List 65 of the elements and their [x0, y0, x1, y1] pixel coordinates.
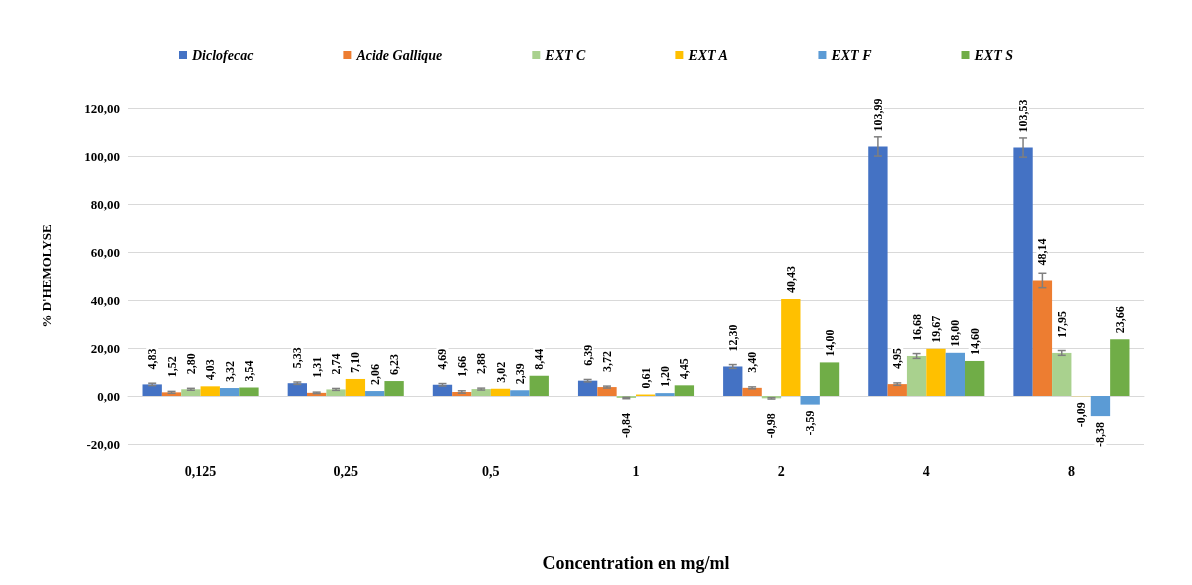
y-tick-label: 20,00: [90, 340, 120, 356]
data-label: 3,72: [599, 351, 614, 373]
data-label: 7,10: [348, 351, 363, 373]
x-tick-label: 4: [922, 463, 930, 479]
data-label: 16,68: [909, 313, 924, 341]
x-tick-label: 0,5: [482, 463, 500, 479]
data-label: -3,59: [803, 410, 818, 436]
data-label: 40,43: [783, 265, 798, 293]
data-label: 18,00: [948, 319, 963, 347]
data-label: 0,61: [638, 367, 653, 389]
data-label: 4,69: [435, 348, 450, 370]
y-tick-label: 100,00: [84, 148, 120, 164]
data-label: 2,80: [183, 353, 198, 375]
data-label: 5,33: [290, 347, 305, 369]
y-tick-label: -20,00: [86, 436, 120, 452]
x-tick-label: 0,125: [184, 463, 217, 479]
data-label: 8,44: [532, 348, 547, 370]
x-tick-label: 1: [632, 463, 640, 479]
y-tick-label: 40,00: [90, 292, 120, 308]
data-label: 12,30: [725, 324, 740, 352]
data-label: 17,95: [1054, 310, 1069, 338]
data-label: 3,02: [493, 361, 508, 383]
data-label: 1,20: [658, 366, 673, 388]
data-label: 48,14: [1035, 238, 1050, 266]
y-tick-label: 0,00: [97, 388, 120, 404]
y-axis-title: % D'HEMOLYSE: [39, 224, 54, 328]
data-label: 1,52: [164, 356, 179, 378]
legend-label: EXT S: [973, 47, 1014, 63]
y-tick-label: 120,00: [84, 100, 120, 116]
data-label: 3,32: [222, 361, 237, 383]
x-tick-label: 2: [777, 463, 785, 479]
data-label: 14,60: [967, 327, 982, 355]
data-label: -0,09: [1074, 402, 1089, 428]
data-label: 3,54: [241, 360, 256, 382]
legend-label: EXT C: [544, 47, 587, 63]
x-axis-title: Concentration en mg/ml: [542, 553, 730, 573]
data-label: 14,00: [822, 329, 837, 357]
data-label: 1,31: [309, 356, 324, 378]
legend-label: Acide Gallique: [355, 47, 443, 63]
data-label: 4,95: [890, 348, 905, 370]
y-tick-label: 80,00: [90, 196, 120, 212]
x-tick-label: 0,25: [333, 463, 358, 479]
data-label: 6,39: [580, 344, 595, 366]
data-label: 2,88: [474, 353, 489, 375]
data-label: 23,66: [1112, 306, 1127, 334]
data-label: 2,39: [512, 363, 527, 385]
x-tick-label: 8: [1067, 463, 1075, 479]
data-label: 2,06: [367, 364, 382, 386]
data-label: 4,83: [145, 348, 160, 370]
legend-label: EXT F: [830, 47, 873, 63]
data-label: 6,23: [387, 354, 402, 376]
data-label: 103,99: [870, 98, 885, 132]
data-label: 1,66: [454, 356, 469, 378]
data-label: 3,40: [745, 351, 760, 373]
data-label: 2,74: [329, 353, 344, 375]
y-tick-label: 60,00: [90, 244, 120, 260]
data-label: 4,45: [677, 358, 692, 380]
data-label: 103,53: [1016, 99, 1031, 133]
data-label: -8,38: [1093, 422, 1108, 448]
data-label: 4,03: [203, 359, 218, 381]
legend-label: Diclofecac: [190, 47, 255, 63]
legend-label: EXT A: [687, 47, 728, 63]
data-label: 19,67: [928, 315, 943, 343]
data-label: -0,84: [619, 413, 634, 439]
data-label: -0,98: [764, 413, 779, 439]
